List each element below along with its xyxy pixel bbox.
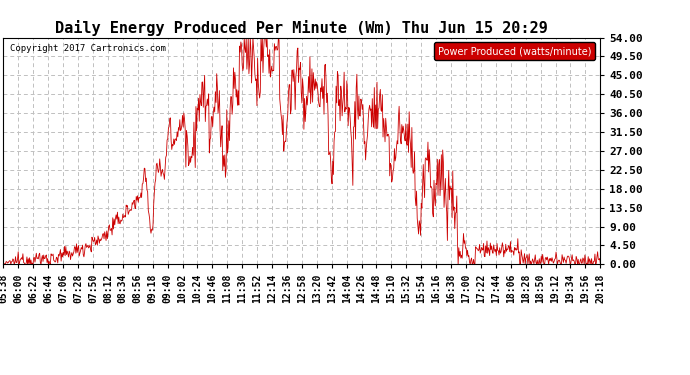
Text: Copyright 2017 Cartronics.com: Copyright 2017 Cartronics.com <box>10 44 166 52</box>
Title: Daily Energy Produced Per Minute (Wm) Thu Jun 15 20:29: Daily Energy Produced Per Minute (Wm) Th… <box>55 20 549 36</box>
Legend: Power Produced (watts/minute): Power Produced (watts/minute) <box>434 42 595 60</box>
